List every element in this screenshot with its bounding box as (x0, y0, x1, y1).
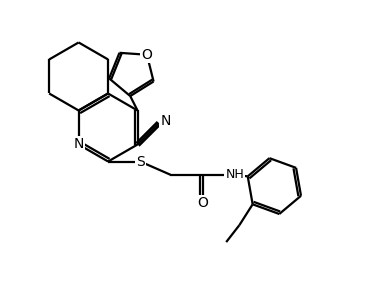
Text: O: O (197, 196, 208, 210)
Text: N: N (73, 138, 84, 151)
Text: NH: NH (225, 168, 244, 181)
Text: O: O (142, 48, 152, 62)
Text: S: S (136, 155, 145, 168)
Text: N: N (161, 114, 171, 128)
